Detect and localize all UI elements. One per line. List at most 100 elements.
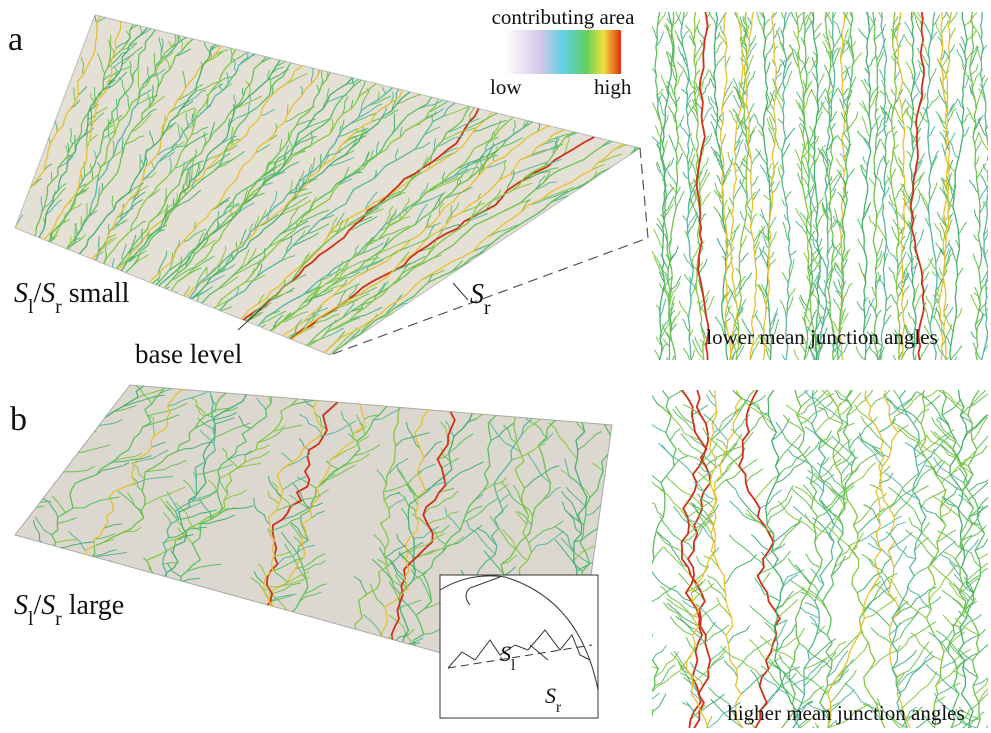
channel (966, 107, 977, 124)
channel (811, 235, 818, 243)
channel (322, 284, 344, 293)
channel (43, 199, 53, 208)
channel (386, 457, 409, 477)
channel (293, 536, 304, 548)
channel (896, 596, 942, 627)
channel (972, 253, 980, 270)
channel (656, 217, 664, 229)
channel (921, 271, 930, 284)
channel (255, 444, 270, 451)
channel (895, 641, 930, 678)
channel (74, 223, 78, 235)
channel (721, 133, 727, 145)
channel (892, 649, 917, 670)
channel (785, 404, 812, 425)
channel (923, 325, 934, 340)
channel (336, 289, 347, 307)
channel (803, 252, 809, 263)
channel (219, 505, 254, 515)
channel (837, 191, 846, 208)
channel (943, 49, 951, 61)
channel (224, 144, 238, 153)
channel (299, 140, 611, 350)
channel (781, 271, 789, 284)
channel (919, 111, 930, 124)
channel (777, 599, 799, 619)
channel (682, 600, 700, 611)
channel (835, 262, 844, 277)
channel (864, 390, 911, 728)
channel (87, 112, 105, 127)
channel (122, 46, 143, 65)
channel (221, 135, 237, 144)
channel (832, 297, 842, 312)
channel (253, 215, 260, 234)
channel (941, 495, 981, 526)
channel (758, 12, 765, 20)
channel (766, 109, 776, 124)
channel (80, 57, 85, 76)
channel (741, 50, 747, 61)
channel (762, 194, 773, 208)
channel (716, 237, 727, 256)
channel (423, 126, 441, 136)
channel (824, 96, 832, 110)
channel (80, 388, 184, 564)
channel (937, 530, 965, 552)
label-part: S (470, 279, 484, 310)
channel (975, 45, 982, 61)
channel (940, 629, 954, 644)
channel (462, 498, 499, 523)
channel (499, 493, 510, 503)
channel (107, 71, 120, 83)
channel (691, 650, 726, 687)
label-part: S (41, 278, 55, 309)
channel (652, 549, 654, 552)
channel (890, 168, 897, 180)
channel (890, 88, 897, 96)
channel (654, 125, 663, 145)
channel (716, 141, 722, 152)
channel (319, 420, 357, 438)
channel (912, 262, 918, 277)
channel (502, 528, 529, 562)
channel (664, 274, 672, 291)
channel (689, 160, 698, 180)
channel (371, 558, 401, 595)
channel (696, 464, 720, 484)
channel (831, 243, 843, 263)
channel (682, 347, 691, 360)
channel (924, 464, 963, 492)
channel (838, 279, 843, 291)
channel (84, 202, 88, 223)
channel (974, 313, 984, 326)
channel (194, 412, 238, 429)
channel (897, 157, 905, 166)
channel (166, 562, 181, 578)
channel (53, 541, 95, 549)
channel (107, 223, 111, 232)
channel (901, 98, 907, 110)
channel (948, 44, 956, 55)
channel (167, 122, 177, 129)
channel (500, 480, 529, 516)
channel (781, 390, 823, 728)
channel (941, 390, 986, 728)
channel (804, 183, 815, 201)
channel (894, 329, 904, 347)
channel (826, 135, 838, 152)
channel (563, 136, 570, 155)
channel (905, 706, 918, 720)
channel (965, 52, 972, 61)
channel (175, 48, 191, 57)
channel (98, 236, 101, 252)
channel (781, 12, 793, 360)
channel (964, 539, 979, 560)
channel (901, 106, 910, 117)
channel (111, 53, 135, 69)
channel (796, 51, 806, 68)
channel (802, 12, 814, 360)
channel (681, 520, 711, 543)
channel (466, 521, 496, 555)
channel (912, 173, 924, 194)
